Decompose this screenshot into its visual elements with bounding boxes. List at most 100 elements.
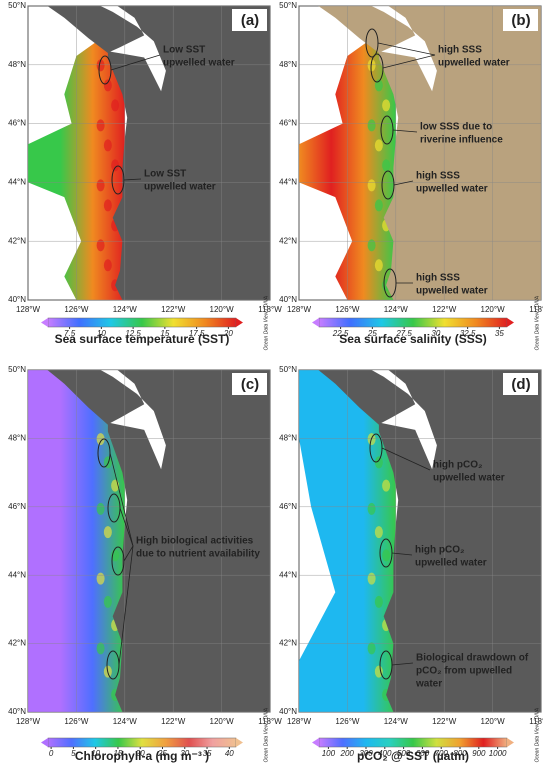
- field-patch: [103, 595, 112, 608]
- field-patch: [96, 239, 105, 252]
- colorbar-tick-label: 20: [223, 329, 233, 338]
- leader-line: [119, 507, 134, 547]
- field-patch: [367, 179, 376, 192]
- annotation: Biological drawdown of: [416, 653, 529, 664]
- colorbar-title: pCO₂ @ SST (µatm): [357, 749, 469, 763]
- field-patch: [103, 259, 112, 272]
- y-tick-label: 50°N: [279, 1, 297, 10]
- annotation: upwelled water: [144, 182, 216, 193]
- field-patch: [96, 433, 105, 446]
- field-patch: [103, 139, 112, 152]
- colorbar: [318, 737, 508, 748]
- colorbar-tick-label: 15: [113, 749, 122, 758]
- colorbar: [47, 737, 237, 748]
- y-tick-label: 44°N: [279, 570, 297, 579]
- annotation: high pCO₂: [415, 545, 464, 556]
- y-tick-label: 44°N: [279, 178, 297, 187]
- annotation: Low SST: [163, 45, 205, 56]
- colorbar-arrow: [41, 318, 48, 327]
- y-tick-label: 40°N: [8, 707, 26, 716]
- colorbar: [47, 317, 237, 328]
- annotation: upwelled water: [438, 58, 510, 69]
- y-tick-label: 46°N: [8, 119, 26, 128]
- field-patch: [103, 79, 112, 92]
- field-patch: [96, 572, 105, 585]
- colorbar-tick-label: 35: [203, 749, 212, 758]
- annotation: High biological activities: [136, 536, 254, 547]
- x-tick-label: 126°W: [64, 717, 89, 726]
- leader-line: [123, 545, 134, 562]
- colorbar-arrow: [507, 738, 514, 747]
- panel-label: (c): [241, 376, 259, 393]
- colorbar-tick-label: 1000: [489, 749, 507, 758]
- colorbar-arrow: [507, 318, 514, 327]
- colorbar: [318, 317, 508, 328]
- colorbar-tick-label: 400: [378, 749, 392, 758]
- x-tick-label: 128°W: [16, 717, 41, 726]
- y-tick-label: 50°N: [8, 365, 26, 374]
- panel-label-box: [232, 9, 267, 31]
- field-patch: [382, 479, 391, 492]
- y-tick-label: 48°N: [279, 434, 297, 443]
- colorbar-tick-label: 15: [160, 329, 169, 338]
- leader-line: [123, 178, 142, 181]
- annotation: high pCO₂: [433, 460, 482, 471]
- field-patch: [374, 259, 383, 272]
- colorbar-tick-label: 500: [397, 749, 411, 758]
- field-patch: [96, 179, 105, 192]
- colorbar-title: Sea surface temperature (SST): [55, 332, 230, 346]
- y-tick-label: 44°N: [8, 178, 26, 187]
- annotation: high SSS: [416, 171, 460, 182]
- colorbar-tick-label: 5: [71, 749, 76, 758]
- x-tick-label: 128°W: [287, 305, 312, 314]
- y-tick-label: 46°N: [279, 119, 297, 128]
- annotation: pCO₂ from upwelled: [416, 666, 512, 677]
- field-patch: [111, 159, 120, 172]
- colorbar-arrow: [312, 318, 319, 327]
- y-tick-label: 48°N: [279, 60, 297, 69]
- x-tick-label: 122°W: [161, 717, 186, 726]
- x-tick-label: 126°W: [335, 305, 360, 314]
- colorbar-tick-label: 800: [453, 749, 467, 758]
- field-patch: [367, 502, 376, 515]
- annotation: Low SST: [144, 169, 186, 180]
- x-tick-label: 120°W: [481, 717, 506, 726]
- x-tick-label: 120°W: [210, 305, 235, 314]
- field-patch: [367, 642, 376, 655]
- leader-line: [393, 180, 414, 186]
- annotation: low SSS due to: [420, 122, 492, 133]
- annotation: due to nutrient availability: [136, 549, 260, 560]
- y-tick-label: 50°N: [279, 365, 297, 374]
- colorbar-tick-label: 32.5: [460, 329, 476, 338]
- x-tick-label: 118°W: [258, 305, 282, 314]
- y-tick-label: 42°N: [8, 236, 26, 245]
- x-tick-label: 124°W: [384, 305, 409, 314]
- field-patch: [111, 99, 120, 112]
- land: [47, 370, 271, 712]
- field-patch: [103, 526, 112, 539]
- inland-water: [371, 370, 437, 470]
- annotation: high SSS: [438, 45, 482, 56]
- panel-label: (a): [241, 12, 259, 29]
- y-tick-label: 50°N: [8, 1, 26, 10]
- leader-line: [381, 447, 431, 471]
- colorbar-tick-label: 40: [225, 749, 234, 758]
- colorbar-arrow: [41, 738, 48, 747]
- land: [318, 6, 541, 300]
- colorbar-tick-label: 100: [322, 749, 336, 758]
- field-patch: [374, 199, 383, 212]
- colorbar-tick-label: 22.5: [332, 329, 349, 338]
- colorbar-tick-label: 17.5: [189, 329, 205, 338]
- leader-line: [382, 54, 436, 69]
- field-patch: [374, 526, 383, 539]
- field-patch: [382, 549, 391, 562]
- x-tick-label: 128°W: [16, 305, 41, 314]
- colorbar-tick-label: 300: [359, 749, 373, 758]
- colorbar-tick-label: 700: [435, 749, 449, 758]
- panel-label: (d): [511, 376, 530, 393]
- colorbar-tick-label: 10: [97, 329, 106, 338]
- field-patch: [96, 502, 105, 515]
- y-tick-label: 40°N: [279, 707, 297, 716]
- leader-line: [118, 545, 134, 666]
- x-tick-label: 122°W: [432, 717, 457, 726]
